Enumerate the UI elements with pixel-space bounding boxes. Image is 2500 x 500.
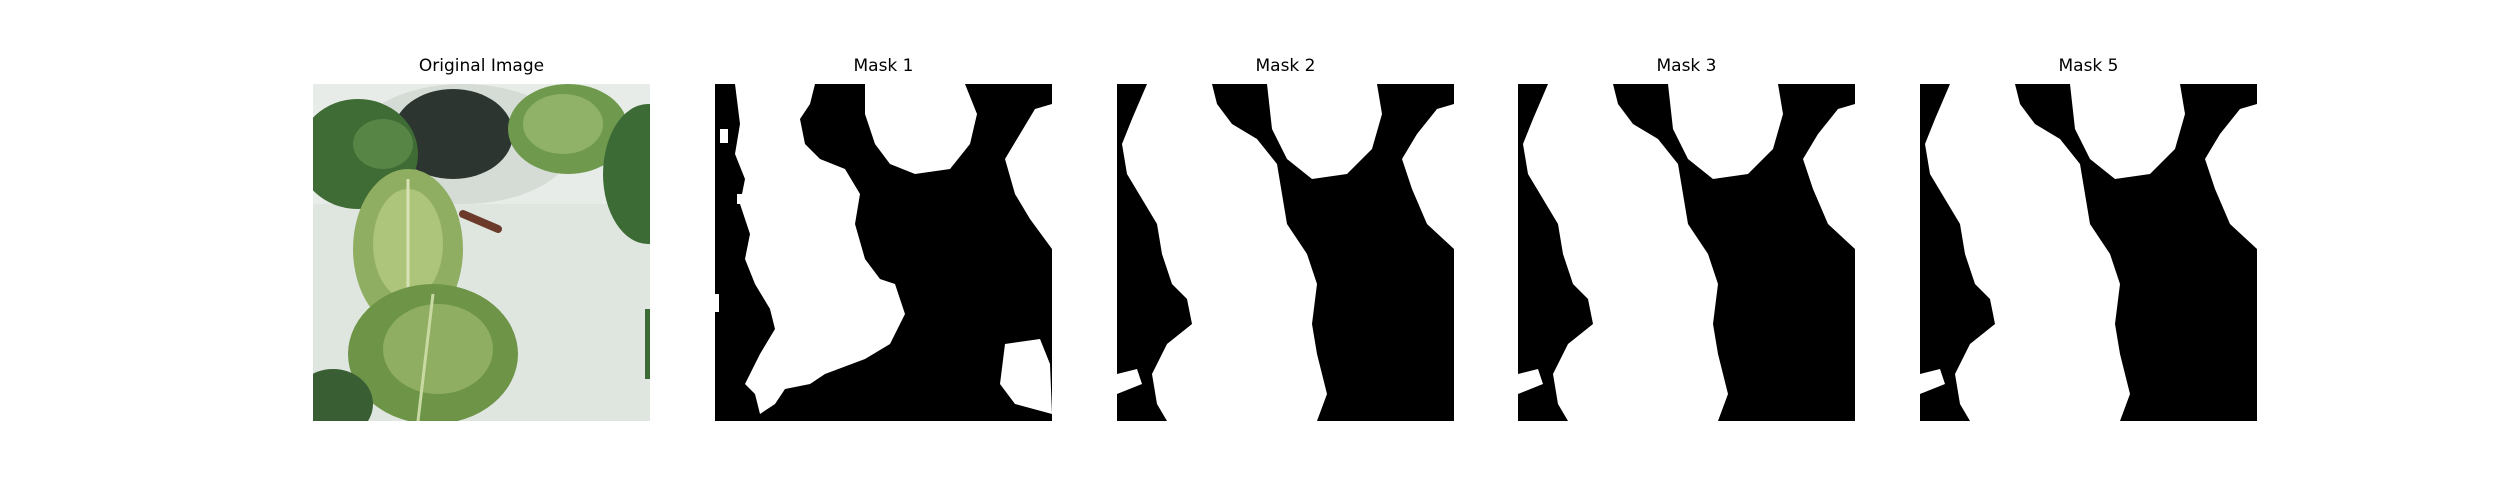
panel-title: Mask 1 <box>853 56 914 76</box>
panel-title: Mask 5 <box>2058 56 2119 76</box>
original-image <box>313 84 650 421</box>
mask-5-image <box>1920 84 2257 421</box>
mask-2-image <box>1117 84 1454 421</box>
mask-3-image <box>1518 84 1855 421</box>
mask-1-image <box>715 84 1052 421</box>
panel-title: Original Image <box>418 56 545 76</box>
panel-title: Mask 2 <box>1255 56 1316 76</box>
panel-title: Mask 3 <box>1656 56 1717 76</box>
